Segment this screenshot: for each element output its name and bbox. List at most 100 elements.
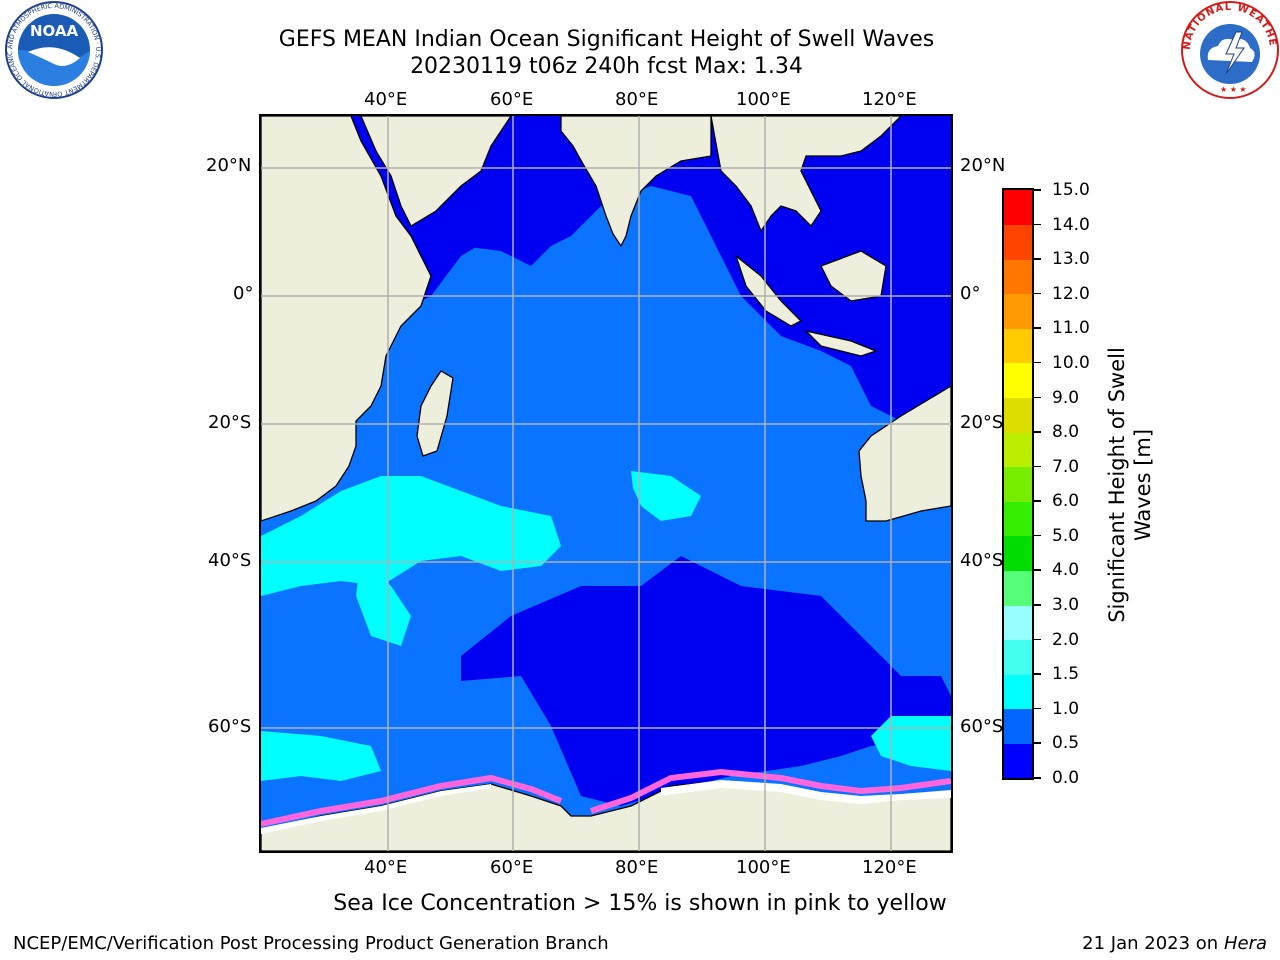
colorbar-segment: [1004, 293, 1032, 329]
colorbar-tick-label: 0.5: [1052, 733, 1080, 754]
colorbar-title: Significant Height of Swell Waves [m]: [1104, 347, 1156, 623]
lat-label-right-0: 0°: [960, 283, 981, 304]
colorbar-segment: [1004, 743, 1032, 778]
footer-credit: NCEP/EMC/Verification Post Processing Pr…: [13, 933, 609, 954]
lon-label-top-100e: 100°E: [736, 89, 791, 110]
colorbar-tick-label: 0.0: [1052, 768, 1080, 788]
swell-high-central: [631, 471, 701, 521]
colorbar-segment: [1004, 224, 1032, 260]
colorbar-tick-label: 8.0: [1052, 422, 1080, 443]
footer-date: 21 Jan 2023 on Hera: [1082, 933, 1267, 955]
colorbar-tick-label: 5.0: [1052, 525, 1080, 546]
lat-label-right-40s: 40°S: [960, 550, 1004, 571]
colorbar-tick-label: 11.0: [1052, 318, 1090, 339]
land-india: [560, 116, 712, 248]
footer-machine: Hera: [1223, 933, 1267, 954]
colorbar-segment: [1004, 605, 1032, 641]
colorbar-tick: [1034, 189, 1041, 191]
noaa-logo-text: NOAA: [30, 22, 79, 40]
colorbar-tick: [1034, 777, 1041, 779]
colorbar-tick-label: 9.0: [1052, 387, 1080, 408]
lon-label-bottom-100e: 100°E: [736, 857, 791, 878]
colorbar-tick: [1034, 327, 1041, 329]
lon-label-bottom-120e: 120°E: [862, 857, 917, 878]
colorbar-tick: [1034, 569, 1041, 571]
lon-label-top-60e: 60°E: [490, 89, 534, 110]
chart-title: GEFS MEAN Indian Ocean Significant Heigh…: [278, 27, 935, 52]
colorbar-tick: [1034, 258, 1041, 260]
land-madagascar: [416, 370, 454, 457]
lon-label-top-80e: 80°E: [615, 89, 659, 110]
lon-label-bottom-80e: 80°E: [615, 857, 659, 878]
footer-date-text: 21 Jan 2023 on: [1082, 933, 1224, 954]
chart-subtitle: 20230119 t06z 240h fcst Max: 1.34: [410, 54, 803, 79]
colorbar-tick-label: 13.0: [1052, 249, 1090, 270]
colorbar-segment: [1004, 570, 1032, 606]
colorbar-segment: [1004, 190, 1032, 226]
land-java: [803, 329, 878, 357]
colorbar-tick-label: 12.0: [1052, 283, 1090, 304]
svg-text:★ ★ ★: ★ ★ ★: [1220, 85, 1247, 94]
colorbar-tick-label: 7.0: [1052, 456, 1080, 477]
lat-label-left-20n: 20°N: [206, 155, 252, 176]
lat-label-right-20n: 20°N: [960, 155, 1006, 176]
swell-high-west-2: [356, 556, 411, 646]
colorbar-tick-label: 3.0: [1052, 595, 1080, 616]
lat-label-right-20s: 20°S: [960, 412, 1004, 433]
colorbar-tick: [1034, 604, 1041, 606]
map-svg: [261, 116, 951, 851]
land-australia: [858, 385, 951, 522]
colorbar-segment: [1004, 674, 1032, 710]
colorbar: [1002, 188, 1034, 780]
nws-logo: NATIONAL WEATHER SERVICE ★ ★ ★: [1180, 0, 1279, 99]
sea-ice-edge-east: [590, 768, 951, 814]
colorbar-segment: [1004, 432, 1032, 468]
map-gridlines: [261, 116, 951, 851]
colorbar-tick-label: 10.0: [1052, 352, 1090, 373]
colorbar-tick-label: 15.0: [1052, 180, 1090, 200]
colorbar-tick-label: 6.0: [1052, 491, 1080, 512]
colorbar-segment: [1004, 362, 1032, 399]
noaa-logo: NATIONAL OCEANIC AND ATMOSPHERIC ADMINIS…: [2, 0, 103, 99]
colorbar-segment: [1004, 328, 1032, 364]
colorbar-tick-label: 2.0: [1052, 629, 1080, 650]
colorbar-tick-label: 1.0: [1052, 698, 1080, 719]
lat-label-left-40s: 40°S: [208, 550, 252, 571]
colorbar-segment: [1004, 708, 1032, 744]
colorbar-segment: [1004, 397, 1032, 433]
lat-label-left-0: 0°: [233, 283, 254, 304]
colorbar-tick: [1034, 638, 1041, 641]
colorbar-tick: [1034, 673, 1041, 675]
lon-label-top-120e: 120°E: [862, 89, 917, 110]
colorbar-tick: [1034, 742, 1041, 744]
colorbar-tick: [1034, 292, 1041, 295]
colorbar-tick: [1034, 707, 1041, 710]
swell-low-south: [461, 556, 951, 806]
lat-label-left-60s: 60°S: [208, 716, 252, 737]
colorbar-tick: [1034, 431, 1041, 433]
colorbar-tick: [1034, 500, 1041, 502]
sea-ice-edge-west: [261, 774, 563, 827]
lon-label-bottom-40e: 40°E: [364, 857, 408, 878]
lat-label-left-20s: 20°S: [208, 412, 252, 433]
colorbar-title-line2: Waves [m]: [1131, 428, 1155, 542]
colorbar-segment: [1004, 466, 1032, 502]
sea-ice-fill-west: [261, 784, 491, 834]
colorbar-tick: [1034, 396, 1041, 399]
swell-high-southwest: [261, 731, 381, 781]
colorbar-tick-label: 1.5: [1052, 664, 1080, 685]
lon-label-top-40e: 40°E: [364, 89, 408, 110]
colorbar-title-line1: Significant Height of Swell: [1105, 347, 1129, 623]
lon-label-bottom-60e: 60°E: [490, 857, 534, 878]
sea-ice-fill-east: [661, 780, 951, 804]
colorbar-segment: [1004, 535, 1032, 571]
map-panel: [259, 114, 953, 853]
colorbar-tick-label: 14.0: [1052, 214, 1090, 235]
sea-ice-note: Sea Ice Concentration > 15% is shown in …: [333, 891, 947, 916]
colorbar-segment: [1004, 639, 1032, 675]
colorbar-segment: [1004, 501, 1032, 537]
colorbar-segment: [1004, 259, 1032, 295]
colorbar-tick: [1034, 534, 1041, 537]
land-se-asia: [710, 116, 902, 233]
colorbar-tick: [1034, 465, 1041, 468]
